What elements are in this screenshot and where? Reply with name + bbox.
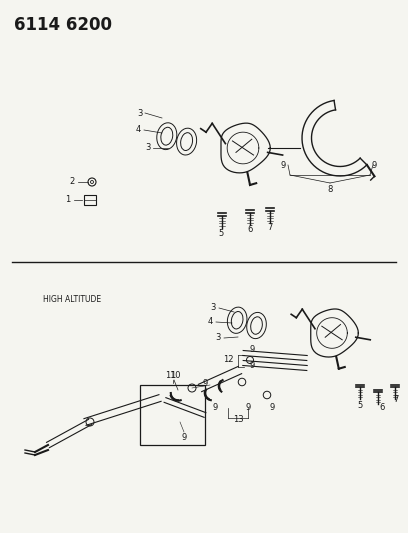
Text: 13: 13 [233,416,243,424]
Bar [84,195,96,205]
Text: 2: 2 [69,177,75,187]
Text: 6: 6 [379,402,385,411]
Text: 4: 4 [135,125,141,134]
Text: 5: 5 [357,400,363,409]
Text: 5: 5 [218,229,224,238]
Text: 9: 9 [213,402,217,411]
Text: 9: 9 [249,345,255,354]
Text: 9: 9 [182,433,186,442]
Text: 8: 8 [327,185,333,195]
Text: 9: 9 [371,160,377,169]
Text: 12: 12 [223,356,233,365]
Text: 4: 4 [207,318,213,327]
Bar [140,385,205,445]
Text: 3: 3 [137,109,143,117]
Text: 6114 6200: 6114 6200 [14,16,112,34]
Text: 6: 6 [247,225,253,235]
Text: 10: 10 [170,370,180,379]
Text: 3: 3 [210,303,216,312]
Text: 9: 9 [280,160,286,169]
Text: 9: 9 [249,360,255,369]
Text: 11: 11 [165,370,175,379]
Text: 9: 9 [269,403,275,413]
Text: 3: 3 [215,334,221,343]
Text: 7: 7 [393,395,399,405]
Text: HIGH ALTITUDE: HIGH ALTITUDE [43,295,101,304]
Text: 3: 3 [145,143,151,152]
Text: 1: 1 [65,196,71,205]
Text: 9: 9 [202,378,208,387]
Text: 7: 7 [267,223,273,232]
Text: 9: 9 [245,402,251,411]
